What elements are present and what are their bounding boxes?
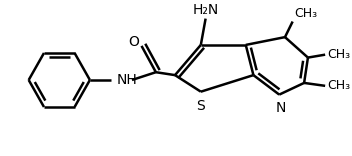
Text: N: N [276, 101, 286, 115]
Text: O: O [128, 35, 139, 49]
Text: NH: NH [117, 73, 137, 87]
Text: CH₃: CH₃ [295, 7, 318, 20]
Text: H₂N: H₂N [193, 3, 219, 17]
Text: CH₃: CH₃ [327, 79, 350, 92]
Text: CH₃: CH₃ [327, 48, 350, 61]
Text: S: S [196, 98, 205, 112]
